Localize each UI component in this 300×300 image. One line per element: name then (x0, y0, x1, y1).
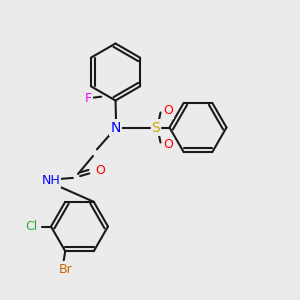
Text: F: F (85, 92, 92, 105)
Text: O: O (96, 164, 105, 178)
Text: N: N (110, 121, 121, 134)
Text: NH: NH (42, 173, 60, 187)
Text: Br: Br (58, 263, 72, 276)
Text: S: S (152, 121, 160, 134)
Text: O: O (163, 137, 173, 151)
Text: Cl: Cl (26, 220, 38, 233)
Text: O: O (163, 104, 173, 118)
